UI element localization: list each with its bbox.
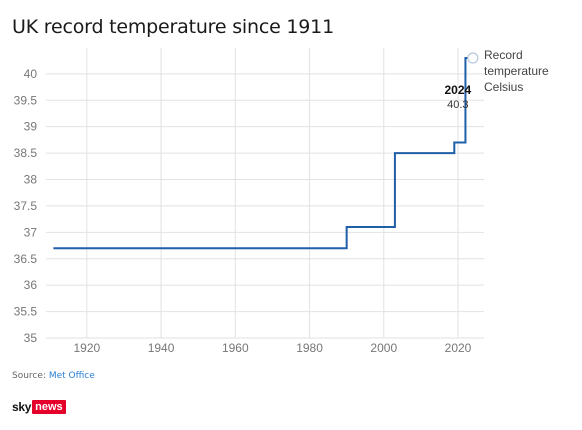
- logo-sky-text: sky: [12, 399, 32, 414]
- y-tick-label: 36: [24, 278, 38, 292]
- legend-label-line-2: temperature: [484, 64, 549, 78]
- y-tick-label: 37.5: [14, 199, 38, 213]
- y-tick-label: 39.5: [14, 93, 38, 107]
- y-tick-label: 38.5: [14, 146, 38, 160]
- y-gridlines: [46, 73, 484, 339]
- y-tick-label: 40: [24, 67, 38, 81]
- chart-title: UK record temperature since 1911: [12, 16, 334, 38]
- line-chart: 35 35.5 36 36.5 37 37.5 38 38.5 39 39.5 40 1920 194…: [14, 48, 549, 355]
- y-tick-label: 36.5: [14, 252, 38, 266]
- y-tick-label: 35.5: [14, 305, 38, 319]
- sky-news-logo: sky news: [12, 399, 66, 414]
- y-tick-label: 39: [24, 120, 38, 134]
- legend-label-line-3: Celsius: [484, 80, 523, 94]
- legend-label-line-1: Record: [484, 48, 523, 62]
- y-tick-label: 38: [24, 173, 38, 187]
- annotation-year: 2024: [445, 83, 472, 97]
- y-tick-label: 35: [24, 331, 38, 345]
- source-note: Source: Met Office: [12, 371, 95, 381]
- x-gridlines: [86, 48, 459, 338]
- y-tick-label: 37: [24, 225, 38, 239]
- x-tick-label: 2020: [445, 341, 472, 355]
- source-link[interactable]: Met Office: [48, 371, 95, 381]
- x-tick-label: 1960: [222, 341, 249, 355]
- end-point-marker: [467, 52, 479, 64]
- y-tick-labels: 35 35.5 36 36.5 37 37.5 38 38.5 39 39.5 40: [14, 67, 38, 345]
- x-tick-label: 1980: [296, 341, 323, 355]
- series-line-record-temperature: [53, 57, 473, 250]
- x-tick-label: 1940: [148, 341, 175, 355]
- x-tick-label: 2000: [370, 341, 397, 355]
- x-tick-label: 1920: [73, 341, 100, 355]
- source-prefix: Source:: [12, 371, 49, 381]
- logo-news-text: news: [32, 399, 66, 414]
- x-tick-labels: 1920 1940 1960 1980 2000 2020: [73, 341, 471, 355]
- annotation-value: 40.3: [447, 99, 468, 111]
